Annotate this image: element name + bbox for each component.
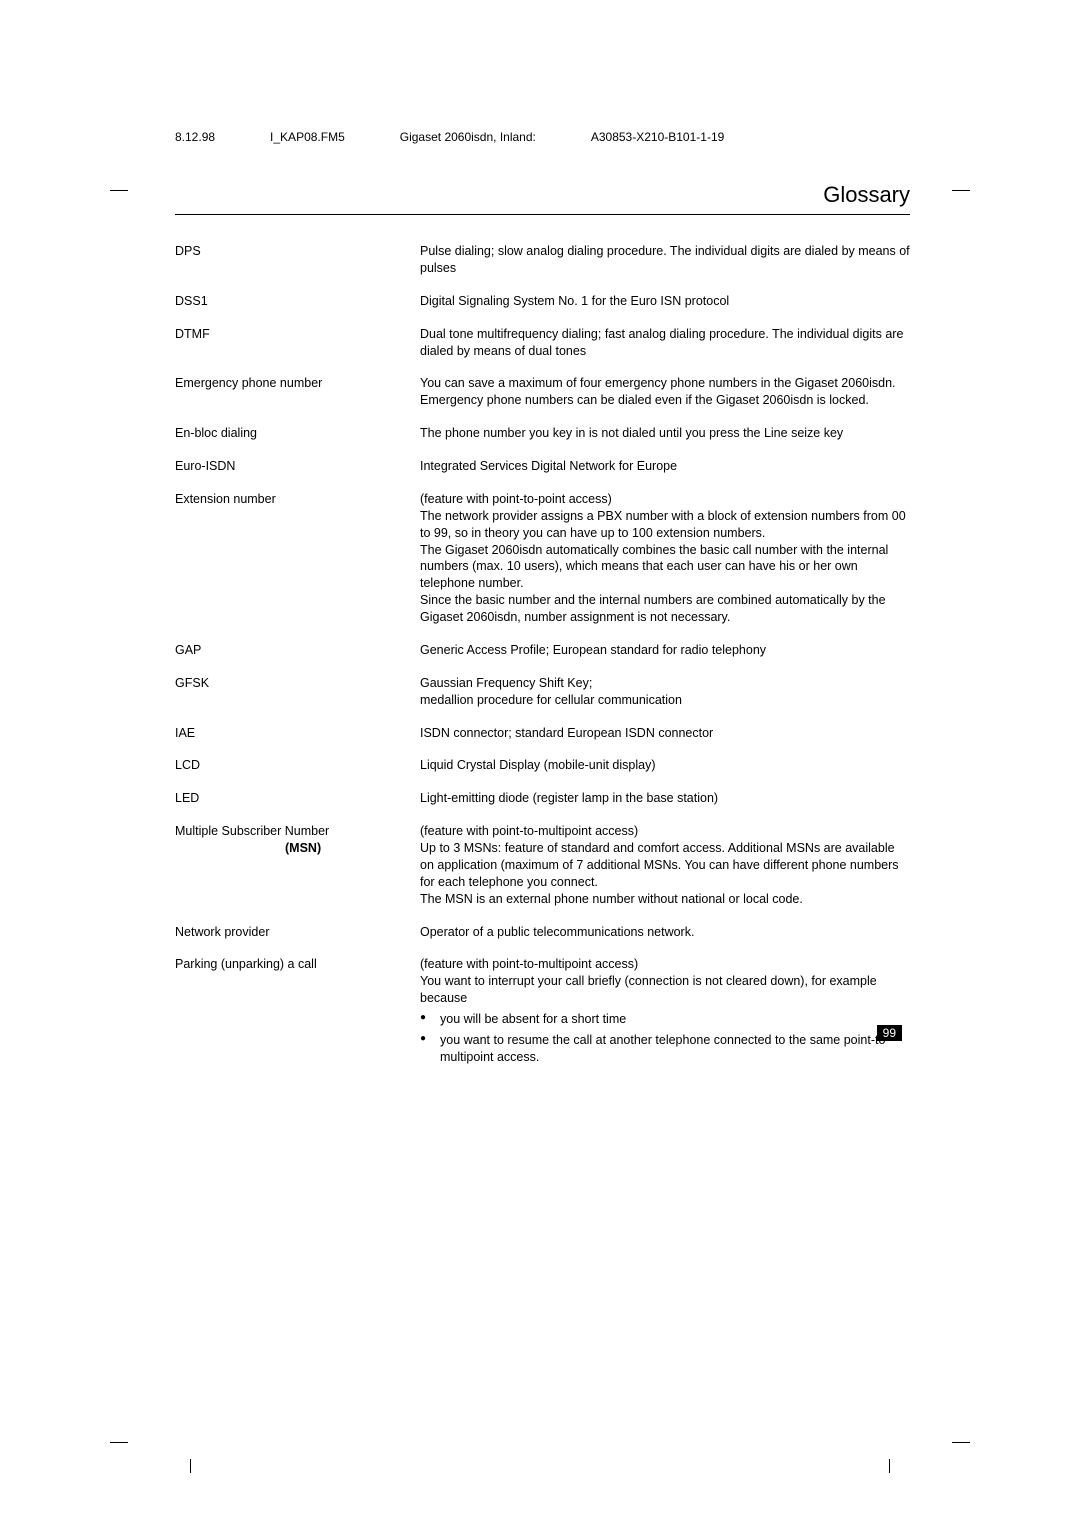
definition-text: Liquid Crystal Display (mobile-unit disp…: [420, 757, 910, 774]
document-header: 8.12.98 I_KAP08.FM5 Gigaset 2060isdn, In…: [175, 130, 910, 144]
glossary-definition: Dual tone multifrequency dialing; fast a…: [420, 326, 910, 360]
glossary-row: Emergency phone numberYou can save a max…: [175, 375, 910, 409]
glossary-subterm: (MSN): [175, 840, 410, 857]
glossary-body: DPSPulse dialing; slow analog dialing pr…: [175, 243, 910, 1070]
definition-text: (feature with point-to-multipoint access…: [420, 823, 910, 840]
glossary-definition: Digital Signaling System No. 1 for the E…: [420, 293, 910, 310]
bullet-item: you will be absent for a short time: [420, 1011, 910, 1028]
glossary-term: Network provider: [175, 924, 420, 941]
glossary-term: Parking (unparking) a call: [175, 956, 420, 1069]
glossary-term: LCD: [175, 757, 420, 774]
definition-text: Up to 3 MSNs: feature of standard and co…: [420, 840, 910, 891]
glossary-definition: Generic Access Profile; European standar…: [420, 642, 910, 659]
glossary-row: DPSPulse dialing; slow analog dialing pr…: [175, 243, 910, 277]
definition-text: ISDN connector; standard European ISDN c…: [420, 725, 910, 742]
glossary-row: Parking (unparking) a call(feature with …: [175, 956, 910, 1069]
crop-mark: [889, 1459, 890, 1473]
glossary-row: GAPGeneric Access Profile; European stan…: [175, 642, 910, 659]
glossary-definition: Light-emitting diode (register lamp in t…: [420, 790, 910, 807]
glossary-definition: Operator of a public telecommunications …: [420, 924, 910, 941]
glossary-term: Emergency phone number: [175, 375, 420, 409]
glossary-row: Extension number(feature with point-to-p…: [175, 491, 910, 626]
glossary-term: DPS: [175, 243, 420, 277]
definition-text: You can save a maximum of four emergency…: [420, 375, 910, 409]
glossary-definition: You can save a maximum of four emergency…: [420, 375, 910, 409]
definition-text: Pulse dialing; slow analog dialing proce…: [420, 243, 910, 277]
glossary-definition: (feature with point-to-point access)The …: [420, 491, 910, 626]
glossary-term: GAP: [175, 642, 420, 659]
glossary-row: GFSKGaussian Frequency Shift Key;medalli…: [175, 675, 910, 709]
page-number: 99: [877, 1025, 902, 1041]
glossary-row: Euro-ISDNIntegrated Services Digital Net…: [175, 458, 910, 475]
definition-text: Gaussian Frequency Shift Key;: [420, 675, 910, 692]
glossary-term: Extension number: [175, 491, 420, 626]
definition-text: The network provider assigns a PBX numbe…: [420, 508, 910, 542]
glossary-row: DSS1Digital Signaling System No. 1 for t…: [175, 293, 910, 310]
definition-text: The MSN is an external phone number with…: [420, 891, 910, 908]
glossary-term: En-bloc dialing: [175, 425, 420, 442]
definition-text: The Gigaset 2060isdn automatically combi…: [420, 542, 910, 593]
glossary-row: Multiple Subscriber Number(MSN)(feature …: [175, 823, 910, 907]
definition-text: Since the basic number and the internal …: [420, 592, 910, 626]
crop-mark: [190, 1459, 191, 1473]
glossary-term: GFSK: [175, 675, 420, 709]
glossary-definition: ISDN connector; standard European ISDN c…: [420, 725, 910, 742]
glossary-row: En-bloc dialingThe phone number you key …: [175, 425, 910, 442]
glossary-row: IAEISDN connector; standard European ISD…: [175, 725, 910, 742]
definition-text: medallion procedure for cellular communi…: [420, 692, 910, 709]
definition-text: Light-emitting diode (register lamp in t…: [420, 790, 910, 807]
glossary-definition: Pulse dialing; slow analog dialing proce…: [420, 243, 910, 277]
glossary-row: DTMFDual tone multifrequency dialing; fa…: [175, 326, 910, 360]
glossary-term: LED: [175, 790, 420, 807]
definition-text: Generic Access Profile; European standar…: [420, 642, 910, 659]
glossary-definition: Gaussian Frequency Shift Key;medallion p…: [420, 675, 910, 709]
glossary-term: DTMF: [175, 326, 420, 360]
glossary-row: Network providerOperator of a public tel…: [175, 924, 910, 941]
glossary-term: DSS1: [175, 293, 420, 310]
glossary-definition: (feature with point-to-multipoint access…: [420, 956, 910, 1069]
header-file: I_KAP08.FM5: [270, 130, 345, 144]
section-title: Glossary: [175, 182, 910, 215]
definition-text: Dual tone multifrequency dialing; fast a…: [420, 326, 910, 360]
header-doc-id: A30853-X210-B101-1-19: [591, 130, 724, 144]
glossary-definition: Integrated Services Digital Network for …: [420, 458, 910, 475]
definition-text: (feature with point-to-multipoint access…: [420, 956, 910, 973]
glossary-definition: Liquid Crystal Display (mobile-unit disp…: [420, 757, 910, 774]
glossary-term: Euro-ISDN: [175, 458, 420, 475]
definition-text: You want to interrupt your call briefly …: [420, 973, 910, 1007]
header-product: Gigaset 2060isdn, Inland:: [400, 130, 536, 144]
page-container: 8.12.98 I_KAP08.FM5 Gigaset 2060isdn, In…: [0, 0, 1080, 1146]
glossary-definition: The phone number you key in is not diale…: [420, 425, 910, 442]
bullet-list: you will be absent for a short time you w…: [420, 1011, 910, 1066]
glossary-definition: (feature with point-to-multipoint access…: [420, 823, 910, 907]
bullet-item: you want to resume the call at another t…: [420, 1032, 910, 1066]
definition-text: Digital Signaling System No. 1 for the E…: [420, 293, 910, 310]
header-date: 8.12.98: [175, 130, 215, 144]
glossary-row: LCDLiquid Crystal Display (mobile-unit d…: [175, 757, 910, 774]
glossary-row: LEDLight-emitting diode (register lamp i…: [175, 790, 910, 807]
crop-mark: [952, 1442, 970, 1443]
definition-text: Operator of a public telecommunications …: [420, 924, 910, 941]
glossary-term: IAE: [175, 725, 420, 742]
definition-text: Integrated Services Digital Network for …: [420, 458, 910, 475]
glossary-term: Multiple Subscriber Number(MSN): [175, 823, 420, 907]
definition-text: The phone number you key in is not diale…: [420, 425, 910, 442]
crop-mark: [110, 1442, 128, 1443]
definition-text: (feature with point-to-point access): [420, 491, 910, 508]
